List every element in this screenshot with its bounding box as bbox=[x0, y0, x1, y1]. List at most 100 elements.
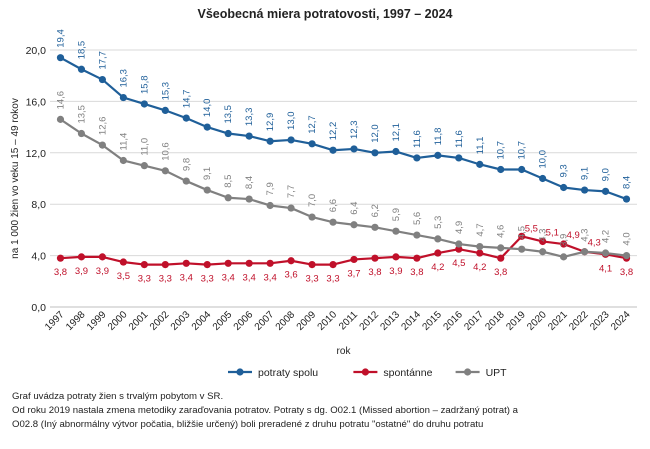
data-label: 4,3 bbox=[580, 229, 591, 242]
legend-label: spontánne bbox=[383, 367, 432, 379]
x-tick-label: 2024 bbox=[609, 309, 633, 333]
data-point bbox=[539, 248, 547, 256]
data-label: 4,1 bbox=[599, 263, 612, 274]
data-point bbox=[434, 151, 442, 159]
data-point bbox=[266, 259, 274, 267]
data-point bbox=[266, 201, 274, 210]
data-label: 12,0 bbox=[370, 124, 381, 143]
data-point bbox=[476, 249, 484, 257]
x-tick-label: 2019 bbox=[504, 309, 528, 333]
data-label: 9,1 bbox=[202, 167, 213, 180]
data-point bbox=[182, 177, 190, 185]
data-point bbox=[329, 146, 337, 154]
data-point bbox=[413, 231, 421, 239]
x-tick-label: 2003 bbox=[169, 309, 193, 333]
data-label: 11,4 bbox=[118, 133, 129, 151]
x-tick-label: 2018 bbox=[483, 309, 507, 333]
data-point bbox=[203, 260, 211, 269]
data-label: 9,8 bbox=[181, 158, 192, 171]
note-line-2: Od roku 2019 nastala zmena metodiky zara… bbox=[12, 405, 518, 416]
data-point bbox=[350, 145, 358, 153]
data-point bbox=[413, 254, 421, 262]
data-label: 16,3 bbox=[118, 69, 129, 88]
x-tick-label: 2020 bbox=[525, 309, 549, 333]
data-label: 19,4 bbox=[55, 29, 66, 48]
note-line-3: O02.8 (Iný abnormálny výtvor počatia, bl… bbox=[12, 419, 484, 430]
data-label: 3,8 bbox=[54, 267, 67, 278]
data-label: 11,1 bbox=[475, 137, 486, 155]
x-tick-label: 2002 bbox=[148, 309, 172, 333]
data-point bbox=[518, 232, 526, 240]
legend-label: UPT bbox=[486, 367, 508, 379]
data-point bbox=[77, 129, 86, 138]
data-point bbox=[476, 160, 484, 168]
data-label: 4,5 bbox=[517, 226, 528, 239]
data-label: 12,3 bbox=[349, 120, 360, 139]
x-tick-label: 2012 bbox=[358, 309, 382, 333]
x-tick-label: 1999 bbox=[85, 309, 109, 333]
data-label: 3,4 bbox=[222, 272, 235, 283]
data-label: 13,5 bbox=[76, 105, 87, 124]
data-label: 8,5 bbox=[223, 175, 234, 188]
x-tick-label: 2009 bbox=[295, 309, 319, 333]
data-label: 12,2 bbox=[328, 122, 339, 141]
data-label: 4,9 bbox=[454, 221, 465, 234]
data-point bbox=[161, 106, 169, 114]
data-label: 10,7 bbox=[517, 141, 528, 160]
data-label: 4,2 bbox=[431, 262, 444, 273]
data-point bbox=[329, 260, 337, 269]
data-point bbox=[560, 240, 568, 248]
x-tick-label: 2023 bbox=[588, 309, 612, 333]
y-tick-label: 16,0 bbox=[26, 96, 47, 108]
x-tick-label: 2013 bbox=[379, 309, 403, 333]
data-label: 15,3 bbox=[160, 82, 171, 101]
data-label: 7,9 bbox=[265, 182, 276, 195]
data-point bbox=[455, 154, 463, 162]
data-point bbox=[224, 259, 232, 267]
data-point bbox=[476, 243, 484, 251]
data-point bbox=[434, 235, 442, 243]
data-label: 17,7 bbox=[97, 51, 108, 70]
data-point bbox=[371, 149, 379, 157]
data-point bbox=[56, 254, 65, 262]
data-point bbox=[140, 260, 148, 269]
data-point bbox=[350, 221, 358, 229]
data-point bbox=[308, 260, 316, 269]
data-point bbox=[98, 253, 107, 261]
x-tick-label: 2006 bbox=[232, 309, 256, 333]
data-point bbox=[98, 75, 107, 84]
data-point bbox=[119, 258, 127, 266]
data-label: 6,2 bbox=[370, 204, 381, 217]
data-label: 4,3 bbox=[588, 238, 601, 249]
data-label: 8,4 bbox=[622, 176, 633, 189]
data-point bbox=[455, 245, 463, 253]
y-axis-label: na 1 000 žien vo veku 15 – 49 rokov bbox=[10, 98, 21, 259]
x-tick-label: 2000 bbox=[106, 309, 130, 333]
data-label: 14,0 bbox=[202, 99, 213, 118]
data-label: 15,8 bbox=[139, 75, 150, 94]
data-point bbox=[392, 147, 400, 156]
data-point bbox=[539, 237, 547, 246]
data-point bbox=[413, 154, 421, 162]
data-point bbox=[622, 252, 631, 260]
x-tick-label: 2008 bbox=[274, 309, 298, 333]
data-point bbox=[308, 213, 316, 221]
x-tick-label: 2022 bbox=[567, 309, 591, 333]
data-point bbox=[98, 141, 107, 149]
data-label: 3,6 bbox=[284, 270, 297, 281]
data-point bbox=[77, 65, 86, 73]
data-label: 10,6 bbox=[160, 142, 171, 161]
data-label: 4,3 bbox=[538, 229, 549, 242]
data-label: 3,3 bbox=[138, 274, 151, 285]
data-label: 3,5 bbox=[117, 271, 130, 282]
data-label: 3,3 bbox=[159, 274, 172, 285]
data-label: 4,2 bbox=[473, 262, 486, 273]
data-label: 5,1 bbox=[546, 227, 559, 238]
data-point bbox=[497, 165, 505, 174]
data-point bbox=[245, 195, 253, 203]
x-tick-label: 2015 bbox=[420, 309, 444, 333]
data-point bbox=[518, 165, 526, 174]
data-point bbox=[287, 204, 295, 212]
chart-notes: Graf uvádza potraty žien s trvalým pobyt… bbox=[12, 390, 518, 432]
legend-marker bbox=[361, 368, 369, 376]
